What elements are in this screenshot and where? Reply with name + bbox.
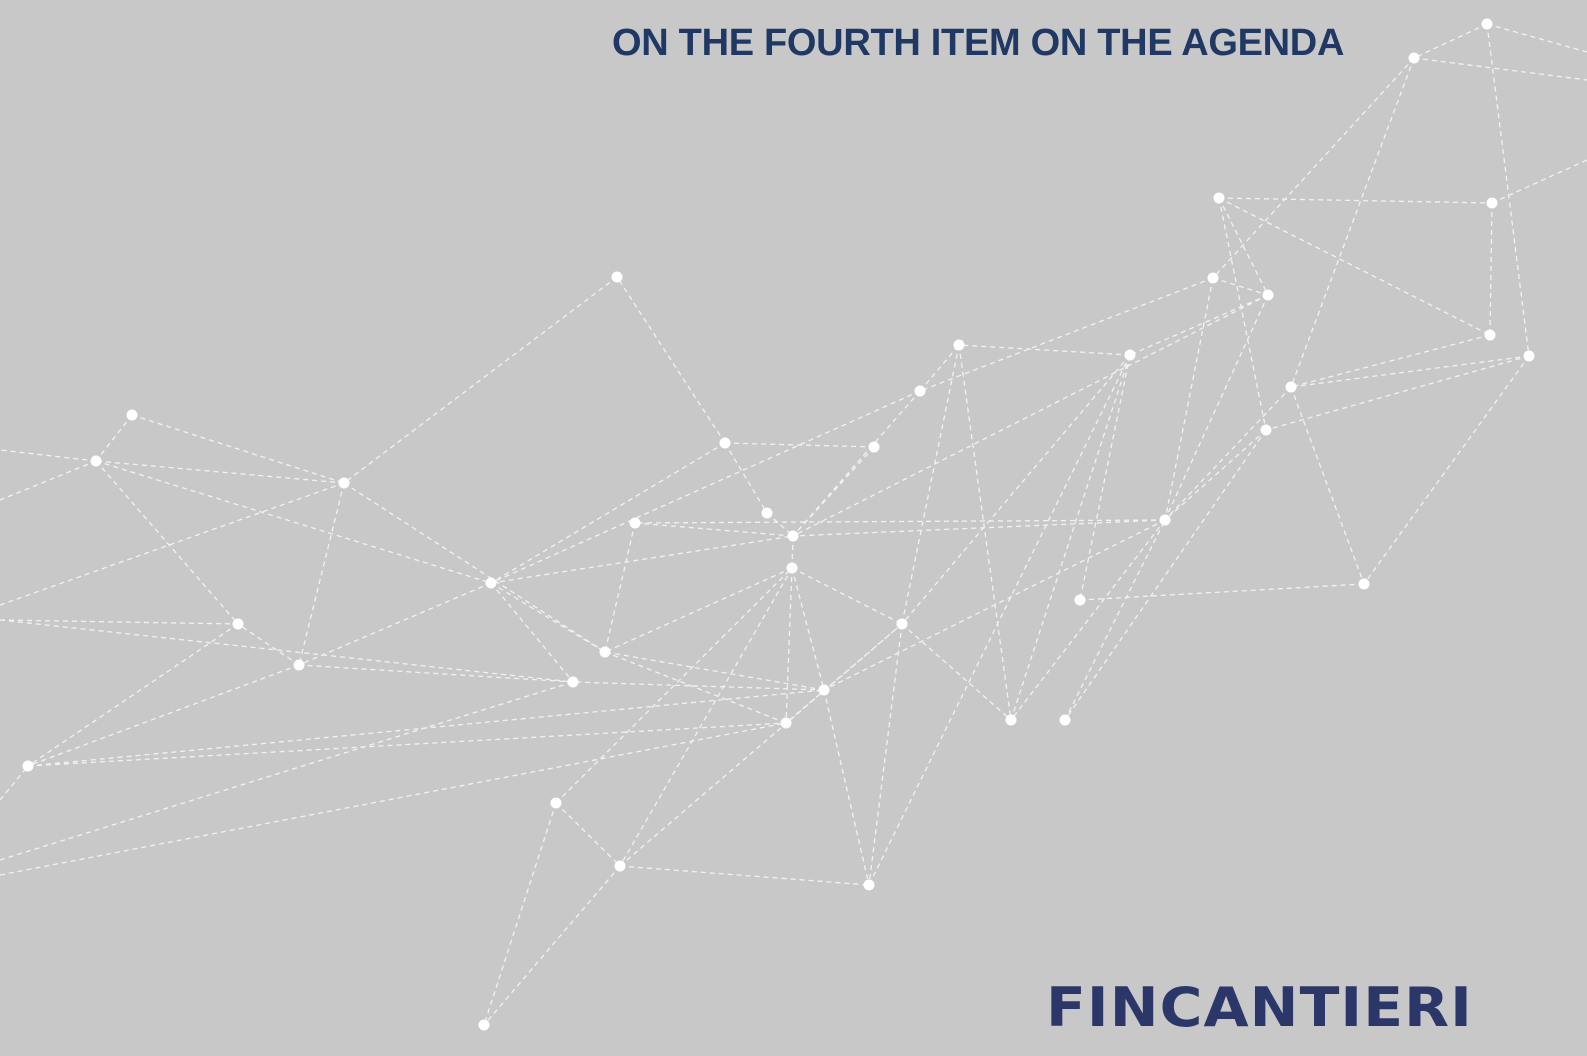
slide-title: ON THE FOURTH ITEM ON THE AGENDA [612,22,1345,64]
logo: FINCANTIERI [1046,976,1473,1039]
network-lines [0,23,1587,1026]
network-nodes [22,18,1535,1031]
